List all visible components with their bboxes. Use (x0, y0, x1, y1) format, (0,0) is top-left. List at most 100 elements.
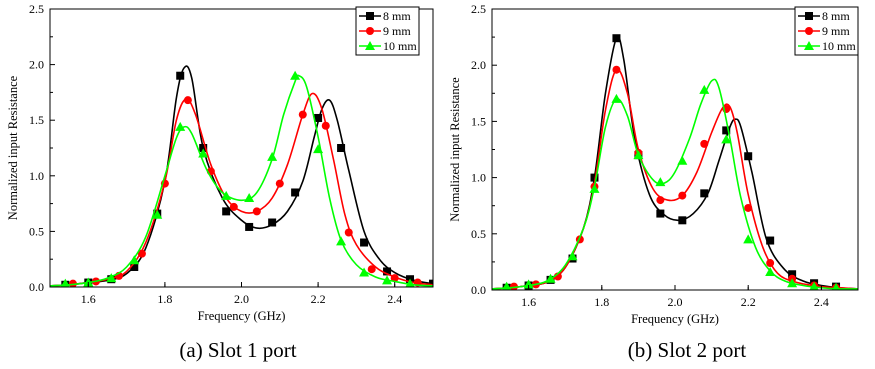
data-point (567, 251, 578, 261)
data-point (523, 279, 534, 289)
data-point (766, 236, 775, 245)
legend-label: 9 mm (383, 24, 411, 38)
data-point (252, 207, 261, 216)
data-point (130, 262, 139, 271)
data-point (655, 177, 666, 187)
legend-marker (366, 12, 374, 20)
legend-label: 8 mm (383, 9, 411, 23)
data-point (222, 207, 231, 216)
y-tick-label: 1.0 (29, 169, 44, 183)
legend-marker (804, 41, 814, 50)
chart-panel-a: 1.6 1.8 2.0 2.2 2.4 0.0 0.5 1.0 1.5 2.0 2.5 Frequen… (6, 2, 434, 362)
data-point (183, 96, 192, 105)
x-tick-label: 2.2 (741, 295, 756, 309)
series-8-mm (492, 34, 858, 290)
data-point (129, 255, 140, 265)
data-point (589, 183, 600, 193)
data-point (678, 216, 687, 225)
data-point (787, 278, 798, 288)
y-tick-label: 2.0 (29, 58, 44, 72)
data-point (633, 150, 644, 160)
data-point (744, 152, 753, 161)
data-point (106, 273, 117, 283)
data-point (359, 267, 370, 277)
series-line (50, 92, 433, 287)
series-line (492, 36, 858, 290)
data-point (367, 265, 376, 274)
legend-label: 9 mm (822, 24, 850, 38)
y-tick-label: 0.5 (29, 224, 44, 238)
x-tick-label: 2.2 (311, 292, 326, 306)
y-tick-label: 2.0 (471, 58, 486, 72)
y-tick-label: 2.5 (471, 2, 486, 16)
series-10-mm (50, 70, 433, 287)
series-8-mm (50, 65, 433, 287)
data-point (765, 267, 776, 277)
chart-panel-b: 1.6 1.8 2.0 2.2 2.4 0.0 0.5 1.0 1.5 2.0 2.5 Frequen… (448, 2, 859, 362)
data-point (291, 188, 300, 197)
data-point (700, 139, 709, 148)
data-point (290, 70, 301, 80)
data-point (677, 155, 688, 165)
data-point (383, 267, 392, 276)
data-point (612, 65, 621, 74)
chart-caption: (b) Slot 2 port (628, 338, 747, 362)
y-axis-label: Normalized input Resistance (6, 75, 20, 220)
data-point (656, 209, 665, 218)
y-tick-label: 0.5 (471, 227, 486, 241)
data-point (275, 179, 284, 188)
x-tick-label: 1.6 (521, 295, 536, 309)
data-point (766, 259, 775, 268)
data-point (313, 144, 324, 154)
data-point (336, 236, 347, 246)
data-point (321, 121, 330, 130)
x-tick-label: 1.8 (594, 295, 609, 309)
series-9-mm (492, 65, 858, 290)
data-point (832, 282, 841, 290)
data-point (199, 144, 208, 152)
series-line (50, 65, 433, 287)
series-line (492, 68, 858, 290)
data-point (501, 281, 512, 290)
data-point (788, 270, 797, 279)
x-tick-label: 1.8 (157, 292, 172, 306)
data-point (743, 234, 754, 244)
data-point (314, 113, 323, 122)
y-tick-label: 2.5 (29, 2, 44, 16)
data-point (545, 273, 556, 283)
legend-marker (365, 41, 375, 50)
data-point (611, 93, 622, 103)
legend-marker (805, 12, 813, 20)
series-line (492, 78, 858, 290)
x-tick-label: 2.0 (668, 295, 683, 309)
y-tick-label: 1.0 (471, 171, 486, 185)
data-point (198, 148, 209, 158)
data-point (229, 202, 238, 211)
data-point (699, 84, 710, 94)
x-axis-label: Frequency (GHz) (198, 309, 286, 323)
data-point (344, 228, 353, 237)
data-point (176, 71, 185, 80)
x-tick-label: 2.4 (387, 292, 402, 306)
data-point (60, 278, 70, 287)
y-tick-label: 1.5 (471, 114, 486, 128)
data-point (137, 249, 146, 258)
data-point (221, 190, 232, 200)
data-point (429, 279, 433, 287)
x-axis-label: Frequency (GHz) (631, 312, 719, 326)
data-point (590, 173, 599, 182)
data-point (700, 189, 709, 198)
data-point (382, 275, 393, 285)
data-point (809, 281, 819, 290)
x-tick-label: 1.6 (81, 292, 96, 306)
data-point (722, 126, 731, 135)
legend-marker (366, 27, 374, 35)
data-point (268, 218, 277, 227)
y-axis-label: Normalized input Resistance (448, 77, 462, 222)
series-10-mm (492, 78, 858, 290)
data-point (612, 34, 621, 43)
data-point (405, 278, 415, 287)
x-tick-label: 2.0 (234, 292, 249, 306)
data-point (390, 274, 399, 283)
